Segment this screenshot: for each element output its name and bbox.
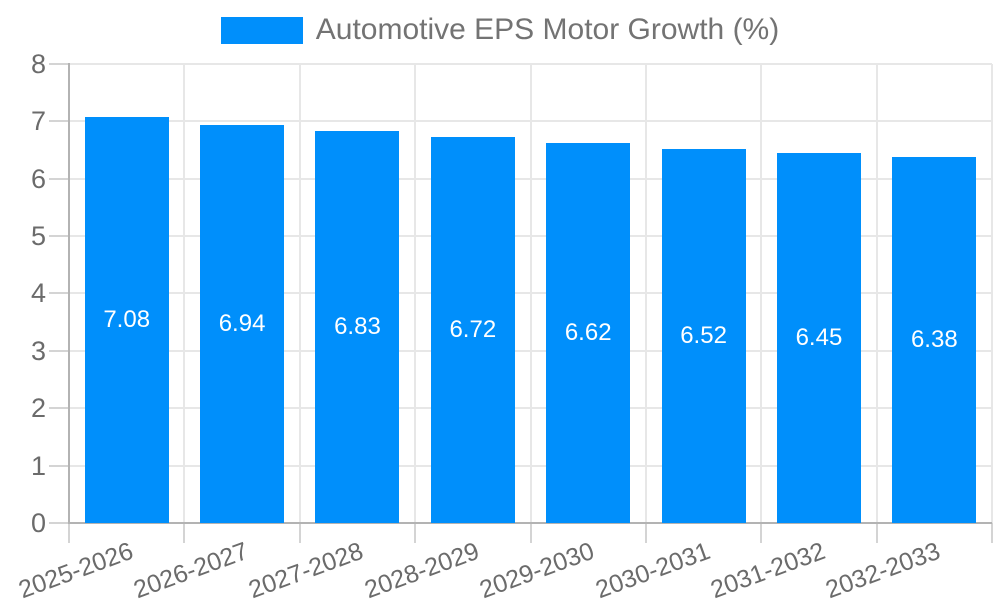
bar-value-label: 6.72 bbox=[449, 316, 497, 344]
x-gridline bbox=[644, 63, 647, 523]
y-axis-label: 6 bbox=[30, 163, 46, 194]
bar[interactable] bbox=[776, 152, 861, 523]
x-tick-mark bbox=[760, 523, 763, 543]
x-tick-mark bbox=[529, 523, 532, 543]
bar-value-label: 6.45 bbox=[795, 323, 843, 351]
x-axis-line bbox=[69, 522, 992, 524]
x-tick-mark bbox=[414, 523, 417, 543]
y-axis-label: 1 bbox=[30, 450, 46, 481]
y-tick-mark bbox=[49, 349, 69, 352]
x-gridline bbox=[183, 63, 186, 523]
x-tick-mark bbox=[183, 523, 186, 543]
y-axis-label: 2 bbox=[30, 393, 46, 424]
bar-value-label: 6.94 bbox=[218, 309, 266, 337]
y-axis-label: 7 bbox=[30, 106, 46, 137]
y-axis-label: 0 bbox=[30, 508, 46, 538]
y-axis-label: 3 bbox=[30, 335, 46, 366]
chart-legend: Automotive EPS Motor Growth (%) bbox=[0, 13, 1000, 47]
x-tick-mark bbox=[644, 523, 647, 543]
y-tick-mark bbox=[49, 292, 69, 295]
y-tick-mark bbox=[49, 235, 69, 237]
x-gridline bbox=[991, 63, 993, 523]
bar-value-label: 7.08 bbox=[103, 305, 151, 333]
y-tick-mark bbox=[49, 522, 69, 524]
y-tick-mark bbox=[49, 464, 69, 467]
y-axis-label: 8 bbox=[30, 48, 46, 79]
bar[interactable] bbox=[200, 124, 285, 523]
legend-item[interactable]: Automotive EPS Motor Growth (%) bbox=[220, 13, 780, 47]
y-tick-mark bbox=[49, 120, 69, 123]
bar-value-label: 6.83 bbox=[334, 312, 381, 340]
legend-swatch bbox=[220, 16, 303, 44]
x-gridline bbox=[414, 63, 417, 523]
bar-value-label: 6.52 bbox=[680, 321, 727, 349]
y-axis-label: 5 bbox=[30, 221, 46, 251]
bar[interactable] bbox=[546, 143, 631, 523]
y-axis-label: 4 bbox=[30, 278, 46, 309]
bar-value-label: 6.62 bbox=[564, 319, 612, 346]
y-tick-mark bbox=[49, 177, 69, 180]
y-tick-mark bbox=[49, 62, 69, 65]
y-tick-mark bbox=[49, 407, 69, 410]
x-tick-mark bbox=[68, 523, 70, 543]
bar[interactable] bbox=[84, 116, 169, 523]
x-gridline bbox=[298, 63, 301, 523]
x-gridline bbox=[875, 63, 878, 523]
bar[interactable] bbox=[430, 137, 515, 523]
x-gridline bbox=[760, 63, 763, 523]
x-tick-mark bbox=[991, 523, 993, 543]
x-tick-mark bbox=[875, 523, 878, 543]
legend-label: Automotive EPS Motor Growth (%) bbox=[315, 13, 780, 46]
y-axis-line bbox=[68, 62, 70, 524]
bar[interactable] bbox=[315, 130, 400, 523]
bar[interactable] bbox=[892, 156, 977, 523]
x-tick-mark bbox=[298, 523, 301, 543]
bar-value-label: 6.38 bbox=[910, 325, 958, 353]
bar[interactable] bbox=[661, 148, 746, 523]
x-gridline bbox=[529, 63, 532, 523]
